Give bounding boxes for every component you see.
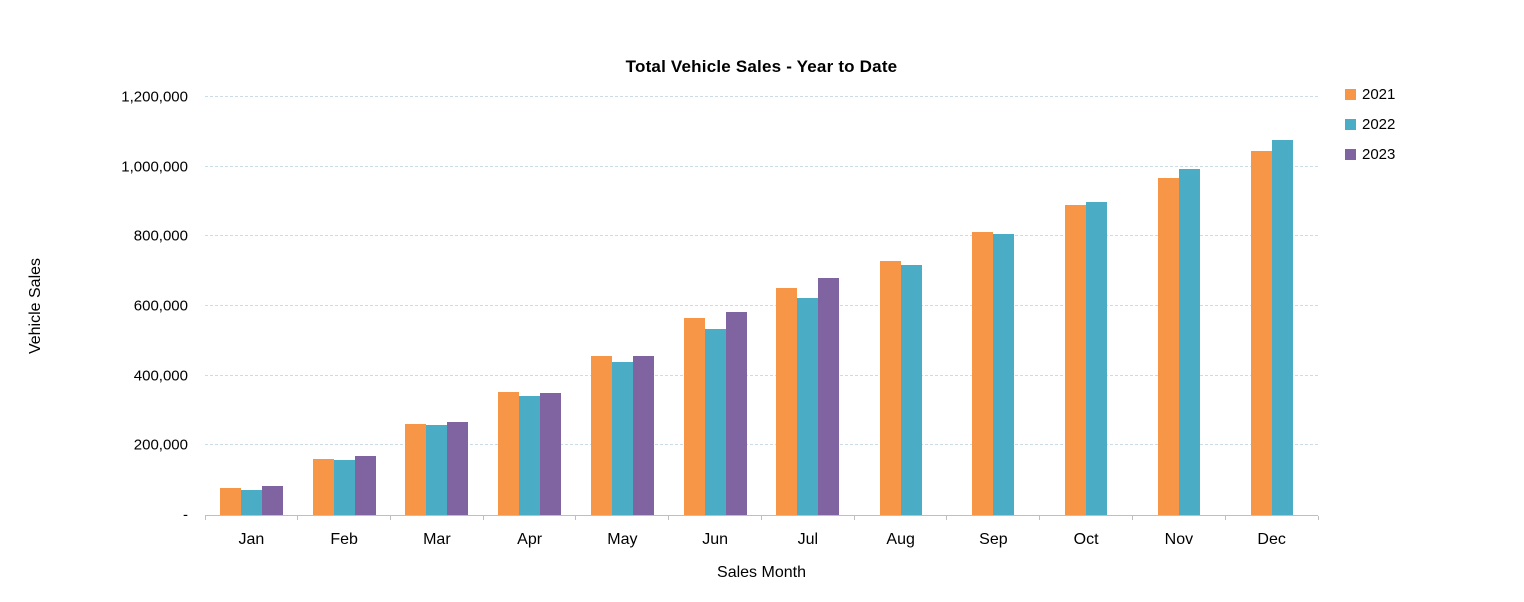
legend-swatch-2022 bbox=[1345, 119, 1356, 130]
x-axis-tick bbox=[761, 516, 762, 520]
chart-title: Total Vehicle Sales - Year to Date bbox=[625, 57, 898, 76]
y-tick-label: 200,000 bbox=[133, 436, 188, 454]
x-axis-tick bbox=[668, 516, 670, 520]
bar-2021-jan bbox=[219, 487, 241, 515]
x-axis-tick bbox=[1039, 516, 1041, 520]
legend-label-2023: 2023 bbox=[1362, 146, 1396, 163]
bar-2021-apr bbox=[498, 391, 520, 515]
bar-2022-oct bbox=[1086, 202, 1108, 515]
bar-2022-aug bbox=[900, 264, 922, 515]
bar-2023-feb bbox=[354, 455, 376, 515]
bar-2023-may bbox=[632, 355, 654, 515]
x-tick-label-feb: Feb bbox=[330, 531, 358, 548]
x-axis-tick bbox=[1317, 516, 1319, 520]
bar-2021-dec bbox=[1250, 150, 1272, 515]
bar-group-jan bbox=[205, 97, 298, 515]
bar-group-apr bbox=[483, 97, 576, 515]
gridline bbox=[205, 165, 1318, 167]
bar-2022-jul bbox=[797, 298, 819, 515]
x-tick-label-nov: Nov bbox=[1164, 531, 1194, 548]
bar-2021-mar bbox=[405, 424, 427, 515]
x-axis-title: Sales Month bbox=[717, 564, 806, 581]
y-tick-label: 600,000 bbox=[133, 297, 188, 315]
bar-2021-feb bbox=[312, 458, 334, 515]
x-axis-tick bbox=[946, 516, 948, 520]
legend: 2021 2022 2023 bbox=[1345, 86, 1395, 176]
bar-2023-jul bbox=[818, 278, 840, 515]
bar-group-dec bbox=[1225, 97, 1318, 515]
legend-label-2021: 2021 bbox=[1362, 86, 1396, 103]
gridline bbox=[205, 96, 1318, 97]
x-axis-labels: Jan Feb Mar Apr May Jun Jul Aug Sep Oct Nov Dec bbox=[205, 531, 1318, 549]
x-axis-tick bbox=[853, 516, 855, 520]
legend-item-2022: 2022 bbox=[1345, 116, 1395, 133]
legend-item-2023: 2023 bbox=[1345, 146, 1395, 163]
bar-2022-dec bbox=[1271, 139, 1293, 515]
y-tick-label: 1,200,000 bbox=[121, 88, 188, 106]
bar-2023-mar bbox=[447, 422, 469, 515]
bar-2021-nov bbox=[1157, 177, 1179, 515]
bar-group-sep bbox=[947, 97, 1040, 515]
gridline bbox=[205, 235, 1318, 237]
legend-item-2021: 2021 bbox=[1345, 86, 1395, 103]
legend-swatch-2021 bbox=[1345, 89, 1356, 100]
legend-swatch-2023 bbox=[1345, 149, 1356, 160]
x-tick-label-mar: Mar bbox=[423, 531, 451, 548]
bar-groups bbox=[205, 97, 1318, 515]
bar-2021-oct bbox=[1065, 204, 1087, 515]
x-axis-tick bbox=[204, 516, 206, 520]
x-axis-tick bbox=[297, 516, 299, 520]
y-tick-label: 800,000 bbox=[133, 227, 188, 245]
legend-label-2022: 2022 bbox=[1362, 116, 1396, 133]
bar-2021-jul bbox=[776, 287, 798, 515]
x-tick-label-jun: Jun bbox=[702, 531, 729, 548]
x-tick-label-apr: Apr bbox=[517, 531, 543, 548]
bar-group-jun bbox=[669, 97, 762, 515]
bar-2021-aug bbox=[879, 260, 901, 515]
bar-2022-sep bbox=[993, 233, 1015, 515]
x-axis-tick bbox=[575, 516, 577, 520]
bar-2022-may bbox=[611, 362, 633, 515]
x-axis-tick bbox=[1224, 516, 1226, 520]
bar-group-aug bbox=[854, 97, 947, 515]
bar-group-mar bbox=[391, 97, 484, 515]
bar-group-nov bbox=[1133, 97, 1226, 515]
x-axis-tick bbox=[1132, 516, 1133, 520]
bar-2021-sep bbox=[972, 231, 994, 515]
x-tick-label-sep: Sep bbox=[979, 531, 1008, 548]
bar-2021-may bbox=[590, 356, 612, 515]
bar-2022-feb bbox=[333, 460, 355, 515]
bar-group-jul bbox=[762, 97, 855, 515]
x-axis-tick bbox=[389, 516, 391, 520]
x-tick-label-dec: Dec bbox=[1257, 531, 1286, 548]
bar-2021-jun bbox=[683, 317, 705, 515]
x-tick-label-jul: Jul bbox=[797, 531, 819, 548]
bar-2022-mar bbox=[426, 425, 448, 515]
bar-2023-jan bbox=[261, 485, 283, 515]
bar-2022-jun bbox=[704, 328, 726, 515]
x-axis-line bbox=[205, 515, 1318, 516]
gridline bbox=[205, 305, 1318, 306]
x-tick-label-may: May bbox=[607, 531, 638, 548]
bar-2022-nov bbox=[1178, 169, 1200, 515]
gridline bbox=[205, 444, 1318, 446]
gridline bbox=[205, 374, 1318, 376]
x-axis-tick bbox=[482, 516, 484, 520]
bar-2022-apr bbox=[519, 395, 541, 515]
y-tick-label: 1,000,000 bbox=[121, 158, 188, 176]
x-tick-label-jan: Jan bbox=[238, 531, 265, 548]
bar-group-may bbox=[576, 97, 669, 515]
bar-2022-jan bbox=[240, 489, 262, 515]
x-tick-label-oct: Oct bbox=[1073, 531, 1099, 548]
bar-group-oct bbox=[1040, 97, 1133, 515]
plot-area bbox=[204, 96, 1319, 520]
x-tick-label-aug: Aug bbox=[886, 531, 915, 548]
y-tick-label: - bbox=[183, 506, 188, 524]
bar-2023-apr bbox=[540, 392, 562, 515]
bar-group-feb bbox=[298, 97, 391, 515]
y-tick-label: 400,000 bbox=[133, 367, 188, 385]
y-axis-labels: - 200,000 400,000 600,000 800,000 1,000,000 1,… bbox=[0, 89, 188, 524]
bar-2023-jun bbox=[725, 311, 747, 515]
